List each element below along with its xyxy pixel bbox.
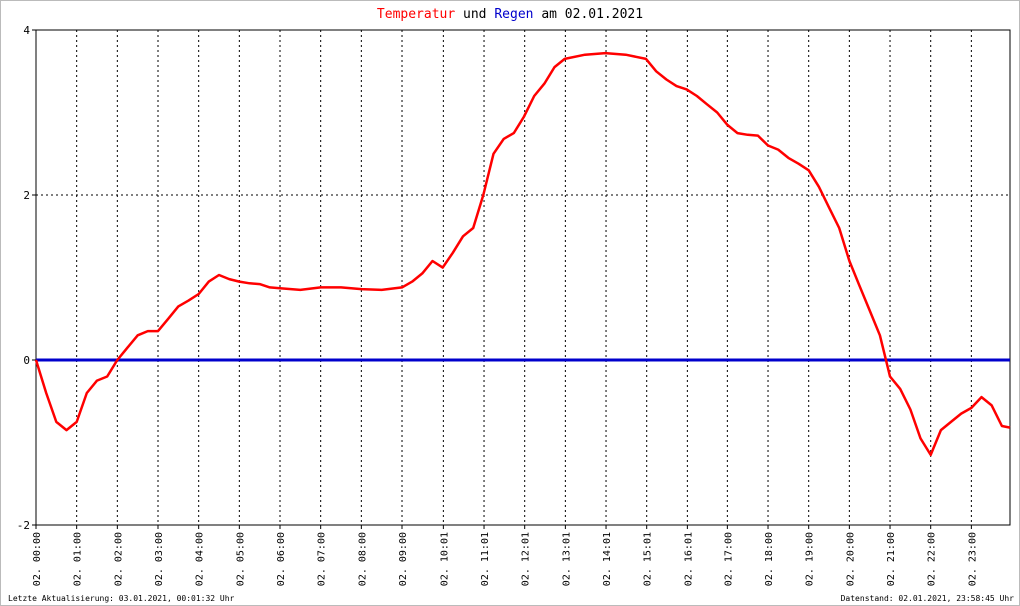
x-tick-label: 02. 01:00 bbox=[73, 532, 84, 586]
x-tick-label: 02. 16:01 bbox=[683, 532, 694, 586]
x-tick-label: 02. 11:01 bbox=[480, 532, 491, 586]
x-tick-label: 02. 20:00 bbox=[845, 532, 856, 586]
x-tick-label: 02. 09:00 bbox=[398, 532, 409, 586]
x-tick-label: 02. 17:00 bbox=[723, 532, 734, 586]
x-tick-label: 02. 15:01 bbox=[643, 532, 654, 586]
x-tick-label: 02. 04:00 bbox=[195, 532, 206, 586]
x-tick-label: 02. 13:01 bbox=[561, 532, 572, 586]
y-tick-label: -2 bbox=[17, 519, 30, 532]
y-tick-label: 2 bbox=[23, 189, 30, 202]
x-tick-label: 02. 06:00 bbox=[276, 532, 287, 586]
title-part: und bbox=[463, 7, 486, 22]
series-line bbox=[34, 51, 1011, 457]
x-tick-label: 02. 14:01 bbox=[602, 532, 613, 586]
plot-border bbox=[35, 29, 1011, 526]
x-tick-label: 02. 00:00 bbox=[32, 532, 43, 586]
y-tick-label: 4 bbox=[23, 24, 30, 37]
title-part: Temperatur bbox=[377, 7, 455, 22]
x-tick-label: 02. 07:00 bbox=[317, 532, 328, 586]
x-tick-label: 02. 05:00 bbox=[235, 532, 246, 586]
x-tick-label: 02. 23:00 bbox=[967, 532, 978, 586]
chart-title: Temperatur und Regen am 02.01.2021 bbox=[377, 7, 643, 22]
x-tick-label: 02. 12:01 bbox=[521, 532, 532, 586]
footer-right: Datenstand: 02.01.2021, 23:58:45 Uhr bbox=[841, 594, 1015, 603]
plot-area bbox=[36, 30, 1010, 525]
x-tick-label: 02. 21:00 bbox=[886, 532, 897, 586]
title-part: Regen bbox=[494, 7, 533, 22]
x-tick-label: 02. 02:00 bbox=[113, 532, 124, 586]
x-tick-label: 02. 18:00 bbox=[764, 532, 775, 586]
x-tick-label: 02. 10:01 bbox=[439, 532, 450, 586]
y-tick-label: 0 bbox=[23, 354, 30, 367]
x-tick-label: 02. 03:00 bbox=[154, 532, 165, 586]
x-tick-label: 02. 19:00 bbox=[805, 532, 816, 586]
footer-left: Letzte Aktualisierung: 03.01.2021, 00:01… bbox=[8, 594, 235, 603]
title-part: am 02.01.2021 bbox=[541, 7, 643, 22]
x-tick-label: 02. 22:00 bbox=[927, 532, 938, 586]
x-tick-label: 02. 08:00 bbox=[357, 532, 368, 586]
